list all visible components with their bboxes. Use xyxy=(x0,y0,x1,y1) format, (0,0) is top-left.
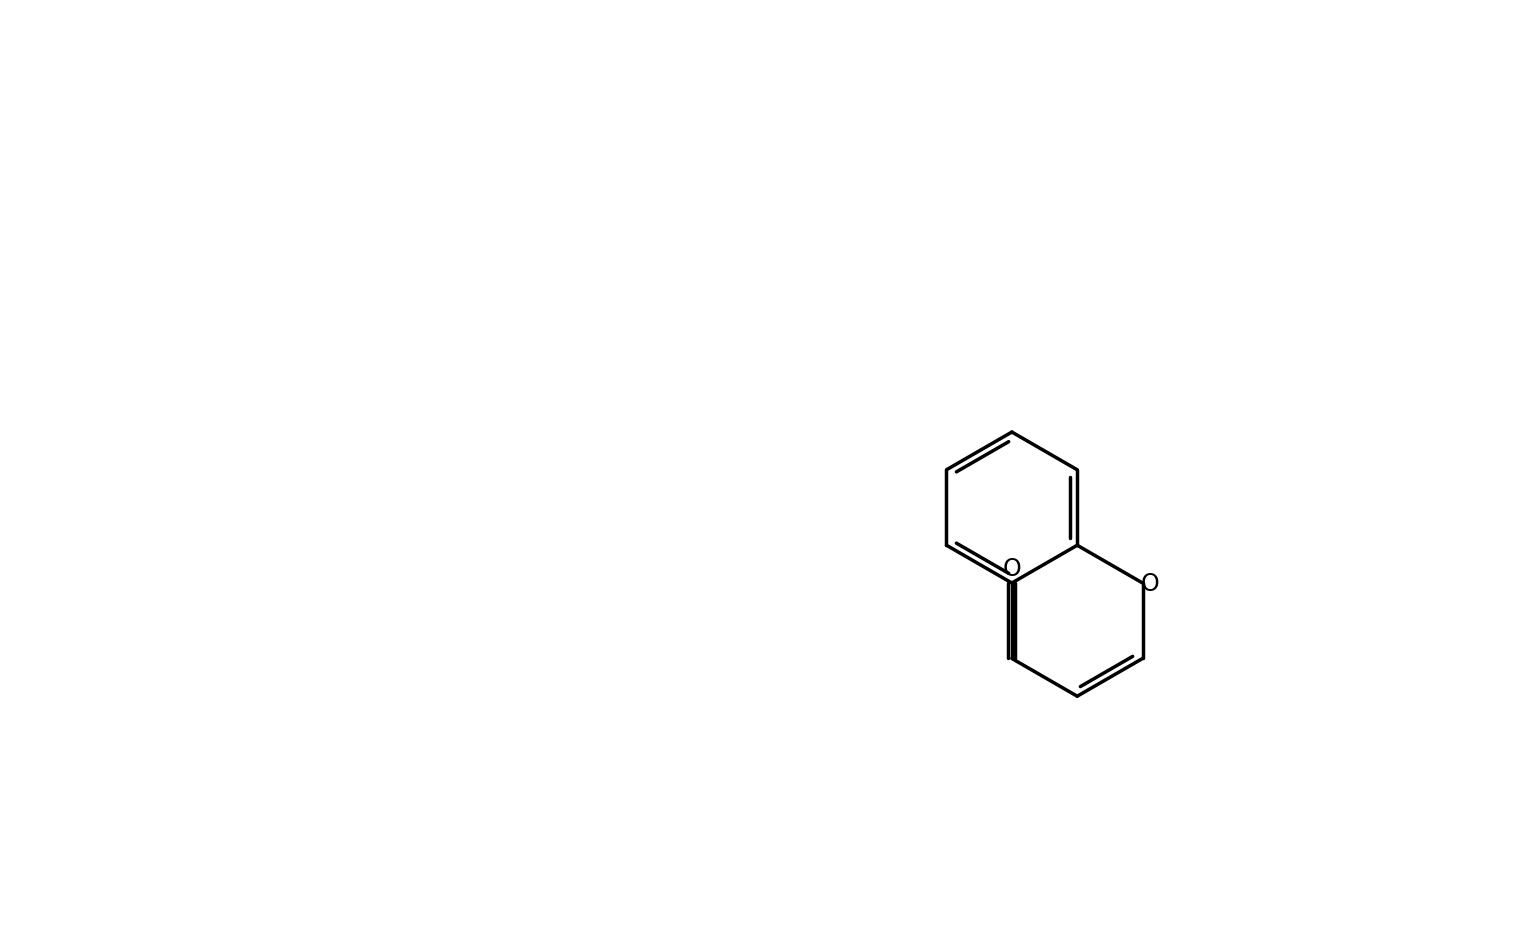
Text: O: O xyxy=(1141,571,1160,595)
Text: O: O xyxy=(1003,557,1021,581)
